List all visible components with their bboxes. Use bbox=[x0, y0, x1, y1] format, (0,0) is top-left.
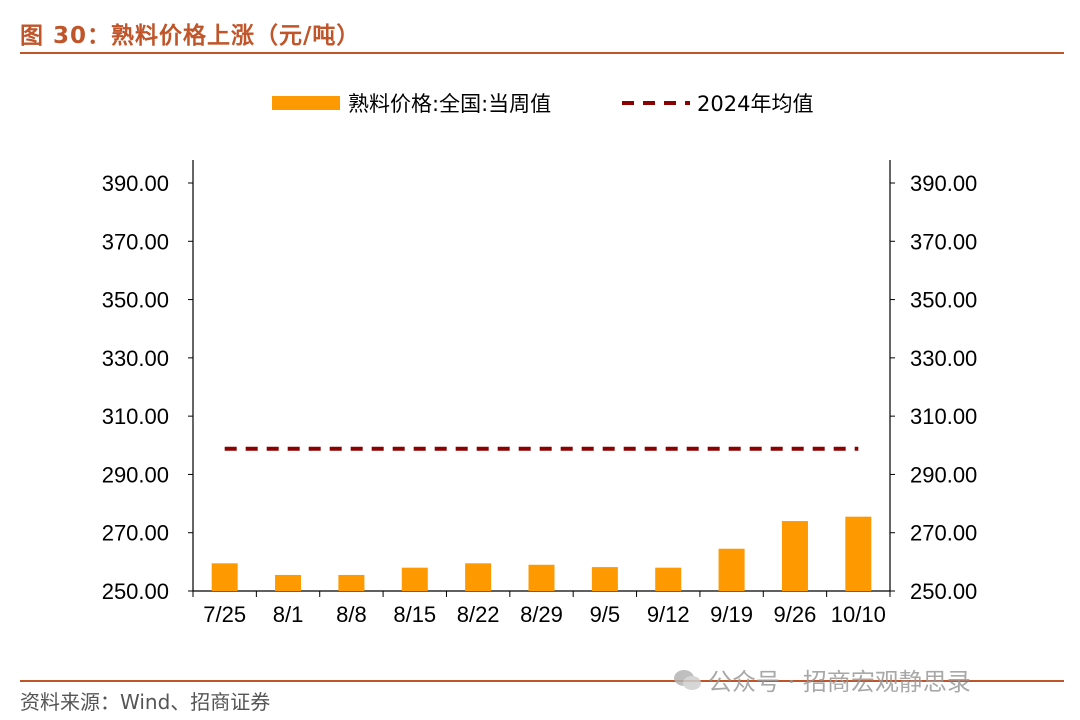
legend-label-bar: 熟料价格:全国:当周值 bbox=[348, 92, 551, 116]
right-y-tick-label: 330.00 bbox=[910, 346, 977, 371]
right-y-tick-label: 310.00 bbox=[910, 404, 977, 429]
bar bbox=[845, 516, 872, 591]
left-y-tick-label: 330.00 bbox=[102, 346, 169, 371]
x-tick-label: 7/25 bbox=[203, 602, 246, 627]
right-y-tick-label: 270.00 bbox=[910, 521, 977, 546]
source-note: 资料来源：Wind、招商证券 bbox=[20, 690, 271, 714]
legend: 熟料价格:全国:当周值 2024年均值 bbox=[272, 92, 813, 116]
left-y-tick-label: 250.00 bbox=[102, 579, 169, 604]
wechat-icon bbox=[674, 669, 701, 690]
axes: 250.00 250.00 270.00 270.00 290.00 290.00 310.… bbox=[102, 160, 977, 627]
bar bbox=[781, 521, 808, 591]
x-tick-label: 8/1 bbox=[273, 602, 304, 627]
figure-title: 图 30：熟料价格上涨（元/吨） bbox=[20, 23, 361, 49]
bar bbox=[655, 567, 682, 591]
right-y-tick-label: 250.00 bbox=[910, 579, 977, 604]
left-y-tick-label: 290.00 bbox=[102, 462, 169, 487]
left-y-tick-label: 350.00 bbox=[102, 288, 169, 313]
bar-series bbox=[211, 516, 872, 591]
x-tick-label: 9/5 bbox=[590, 602, 621, 627]
left-y-tick-label: 390.00 bbox=[102, 171, 169, 196]
title-rule bbox=[20, 52, 1064, 54]
x-tick-label: 9/26 bbox=[774, 602, 817, 627]
x-tick-label: 8/29 bbox=[520, 602, 563, 627]
watermark: 公众号 · 招商宏观静思录 bbox=[672, 662, 971, 697]
x-tick-label: 8/15 bbox=[393, 602, 436, 627]
bar bbox=[275, 574, 302, 591]
bar bbox=[338, 574, 365, 591]
x-tick-label: 9/12 bbox=[647, 602, 690, 627]
bar bbox=[211, 563, 238, 591]
legend-label-line: 2024年均值 bbox=[697, 92, 813, 116]
x-tick-label: 8/22 bbox=[457, 602, 500, 627]
footer-rule bbox=[20, 680, 1064, 682]
left-y-tick-label: 270.00 bbox=[102, 521, 169, 546]
x-tick-label: 8/8 bbox=[336, 602, 367, 627]
watermark-text: 公众号 · 招商宏观静思录 bbox=[708, 668, 971, 696]
right-y-tick-label: 370.00 bbox=[910, 229, 977, 254]
left-y-tick-label: 310.00 bbox=[102, 404, 169, 429]
bar bbox=[465, 563, 492, 591]
bar bbox=[718, 548, 745, 591]
bar bbox=[528, 564, 555, 591]
bar bbox=[401, 567, 428, 591]
chart-area: 熟料价格:全国:当周值 2024年均值 250.00 250.00 270.00 27… bbox=[102, 92, 978, 627]
right-y-tick-label: 290.00 bbox=[910, 462, 977, 487]
right-y-tick-label: 390.00 bbox=[910, 171, 977, 196]
x-tick-label: 9/19 bbox=[710, 602, 753, 627]
bar bbox=[591, 567, 618, 591]
left-y-tick-label: 370.00 bbox=[102, 229, 169, 254]
x-tick-label: 10/10 bbox=[831, 602, 886, 627]
legend-bar-swatch bbox=[272, 96, 340, 110]
right-y-tick-label: 350.00 bbox=[910, 288, 977, 313]
